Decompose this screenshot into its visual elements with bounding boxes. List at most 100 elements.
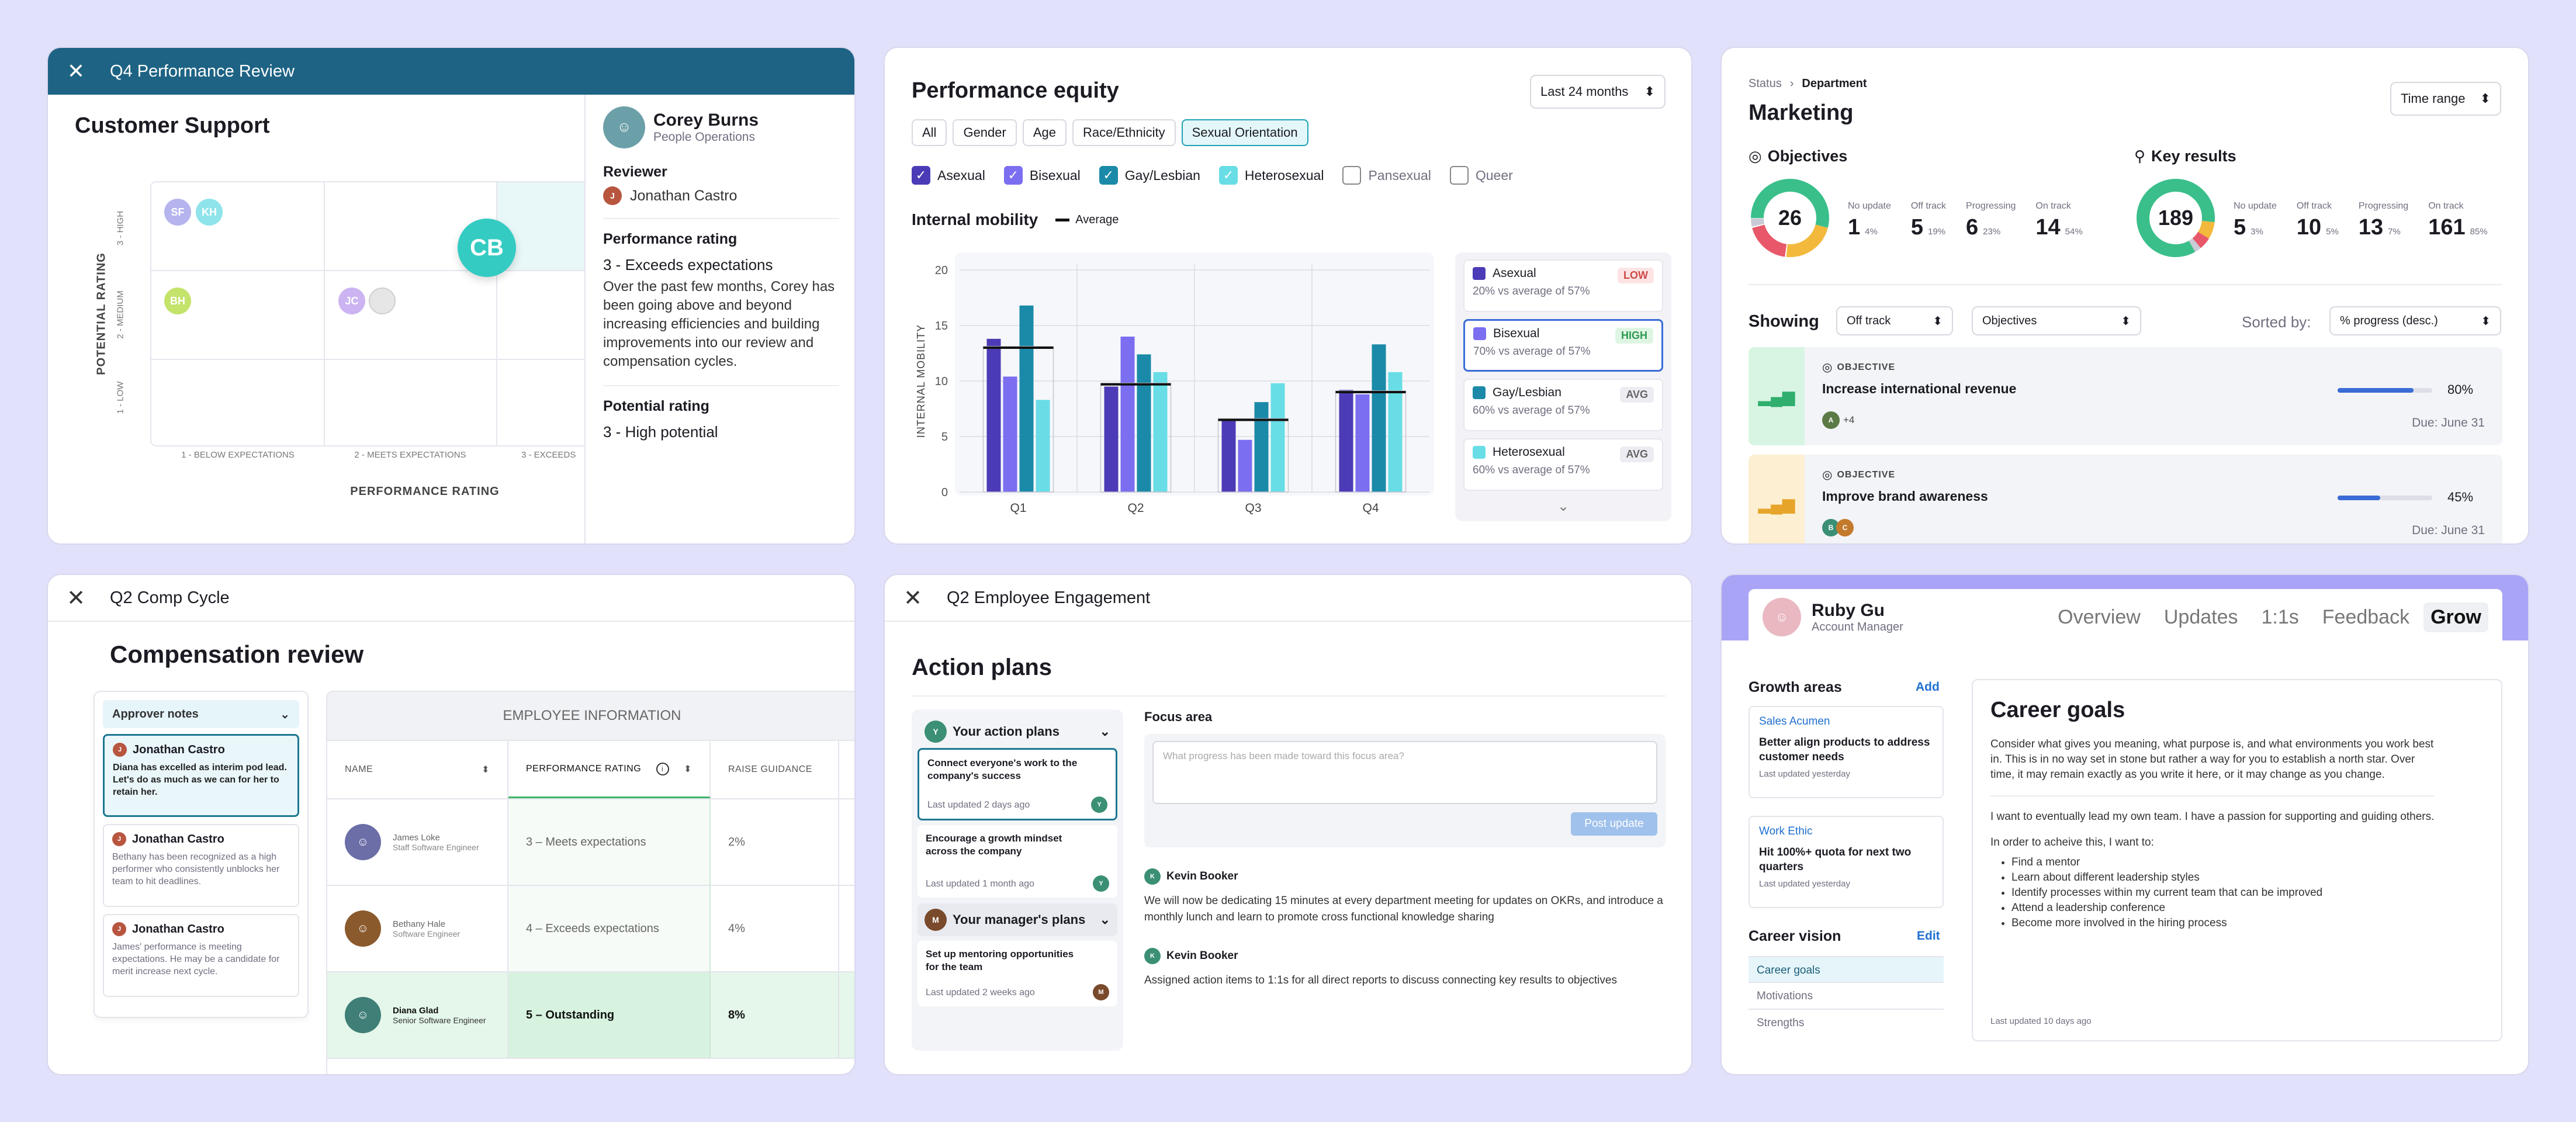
legend-item[interactable]: Gay/Lesbian 60% vs average of 57% AVG [1463,379,1663,431]
tab-grow[interactable]: Grow [2423,602,2488,632]
objectives-stats: No update 1 4% Off track 5 19% Progressing 6 23%… [1848,201,2103,240]
close-icon[interactable]: ✕ [67,59,85,83]
career-goals-title: Career goals [1990,698,2125,722]
bubble-jc[interactable]: JC [338,288,365,314]
sort-icon: ⬍ [2480,91,2491,106]
focus-input[interactable]: What progress has been made toward this … [1152,741,1657,804]
bubble-bh[interactable]: BH [164,288,191,314]
okr-range-select[interactable]: Time range ⬍ [2390,82,2501,116]
close-icon[interactable]: ✕ [903,586,922,611]
close-icon[interactable]: ✕ [67,586,85,611]
avatar-ruby: ☺ [1763,598,1801,636]
col-perf[interactable]: PERFORMANCE RATING i ⬍ [508,741,711,798]
y-tick-label: 15 [935,320,948,333]
growth-area-card[interactable]: Work Ethic Hit 100%+ quota for next two … [1749,816,1944,908]
tab-updates[interactable]: Updates [2163,605,2238,628]
okr-item[interactable]: ▂▄▆ ◎ OBJECTIVE Improve brand awareness … [1749,455,2502,543]
tab-overview[interactable]: Overview [2058,605,2141,628]
crumb-status[interactable]: Status [1749,77,1782,90]
approver-notes-toggle[interactable]: Approver notes ⌄ [103,700,299,728]
col-name[interactable]: NAME ⬍ [327,741,508,798]
growth-area-card[interactable]: Sales Acumen Better align products to ad… [1749,706,1944,798]
mobility-header: Internal mobility Average [912,210,1119,229]
tab-one-on-ones[interactable]: 1:1s [2261,605,2299,628]
add-growth-link[interactable]: Add [1916,680,1940,694]
bubble-cb[interactable]: CB [458,219,516,277]
career-goals-panel: Career goals Consider what gives you mea… [1972,679,2502,1041]
key-results-total: 189 [2158,206,2194,230]
career-vision-label: Career vision [1749,928,1841,944]
okr-item-due: Due: June 31 [2412,416,2485,430]
check-hetero-icon[interactable]: ✓ [1218,166,1238,185]
table-row[interactable]: ☺ James Loke Staff Software Engineer 3 – Me… [327,799,854,886]
check-bisexual-icon[interactable]: ✓ [1003,166,1023,185]
chip-orientation[interactable]: Sexual Orientation [1181,119,1308,146]
legend-item[interactable]: Heterosexual 60% vs average of 57% AVG [1463,438,1663,491]
goal-bullet: Identify processes within my current tea… [2011,885,2484,901]
bubble-kh[interactable]: KH [196,199,223,226]
chevron-down-icon: ⌄ [1099,912,1110,927]
goal-bullet: Learn about different leadership styles [2011,870,2484,885]
avatar-reviewer: J [603,186,622,205]
x-tick-label: Q1 [1010,501,1026,515]
okr-item[interactable]: ▂▄▆ ◎ OBJECTIVE Increase international r… [1749,347,2502,445]
note-card[interactable]: J Jonathan Castro Diana has excelled as i… [103,734,299,817]
chevron-down-icon[interactable]: ⌄ [1557,498,1570,514]
table-row[interactable]: ☺ Bethany Hale Software Engineer 4 – Exceed… [327,886,854,972]
chip-all[interactable]: All [912,119,947,146]
chip-race[interactable]: Race/Ethnicity [1072,119,1176,146]
table-row[interactable]: ☺ Diana Glad Senior Software Engineer 5 – O… [327,972,854,1059]
check-asexual-icon[interactable]: ✓ [912,166,930,185]
vision-item-goals[interactable]: Career goals [1749,956,1944,983]
equity-range-select[interactable]: Last 24 months ⬍ [1530,75,1666,109]
goal-bullet: Attend a leadership conference [2011,901,2484,916]
note-card[interactable]: J Jonathan Castro Bethany has been recogn… [103,824,299,907]
plan-card[interactable]: Encourage a growth mindset across the co… [917,825,1117,898]
col-raise[interactable]: RAISE GUIDANCE [711,741,839,798]
objectives-header: ◎ Objectives [1749,147,1848,165]
goal-bullets: Find a mentorLearn about different leade… [1990,855,2484,931]
chip-age[interactable]: Age [1022,119,1067,146]
edit-vision-link[interactable]: Edit [1917,929,1940,943]
bubble-sf[interactable]: SF [164,199,191,226]
legend-item[interactable]: Asexual 20% vs average of 57% LOW [1463,259,1663,312]
filter-status-select[interactable]: Off track ⬍ [1836,306,1953,335]
crumb-department[interactable]: Department [1802,77,1867,90]
update-entry: K Kevin Booker We will now be dedicating … [1144,868,1666,926]
chip-gender[interactable]: Gender [953,119,1017,146]
avatar: ☺ [345,824,381,860]
bubble-empty[interactable] [369,288,396,314]
comp-header: ✕ Q2 Comp Cycle [48,575,854,622]
note-card[interactable]: J Jonathan Castro James' performance is m… [103,914,299,997]
vision-item-strengths[interactable]: Strengths [1757,1017,1805,1029]
filter-type-select[interactable]: Objectives ⬍ [1972,306,2141,335]
sort-select[interactable]: % progress (desc.) ⬍ [2329,306,2501,335]
stat-block: On track 161 85% [2428,201,2488,240]
avatar: A [1822,411,1840,429]
avatar: K [1144,948,1161,964]
review-title: Q4 Performance Review [110,61,295,81]
vision-item-motivations[interactable]: Motivations [1749,983,1944,1010]
equity-filter-chips: All Gender Age Race/Ethnicity Sexual Ori… [912,119,1314,146]
plan-card[interactable]: Connect everyone's work to the company's… [917,748,1117,820]
legend-tag: LOW [1618,268,1654,283]
okr-item-pct: 80% [2447,382,2474,397]
tab-feedback[interactable]: Feedback [2322,605,2410,628]
chevron-down-icon: ⌄ [280,708,290,721]
manager-plans-toggle[interactable]: M Your manager's plans ⌄ [917,903,1117,936]
sort-icon: ⬍ [2481,314,2491,328]
legend-item[interactable]: Bisexual 70% vs average of 57% HIGH [1463,319,1663,372]
plan-card[interactable]: Set up mentoring opportunities for the t… [917,941,1117,1006]
potential-value: 3 - High potential [603,423,718,441]
okr-item-title: Increase international revenue [1822,381,2017,396]
your-plans-toggle[interactable]: Y Your action plans ⌄ [917,715,1117,748]
reviewer-name: Jonathan Castro [630,187,738,204]
check-queer-icon[interactable] [1449,166,1469,185]
avatar: Y [925,721,947,743]
post-update-button[interactable]: Post update [1571,812,1657,836]
check-pansexual-icon[interactable] [1342,166,1362,185]
check-gay-icon[interactable]: ✓ [1099,166,1118,185]
target-icon: ◎ [1822,469,1833,482]
nine-box-grid: SF KH BH JC CB [150,181,631,446]
